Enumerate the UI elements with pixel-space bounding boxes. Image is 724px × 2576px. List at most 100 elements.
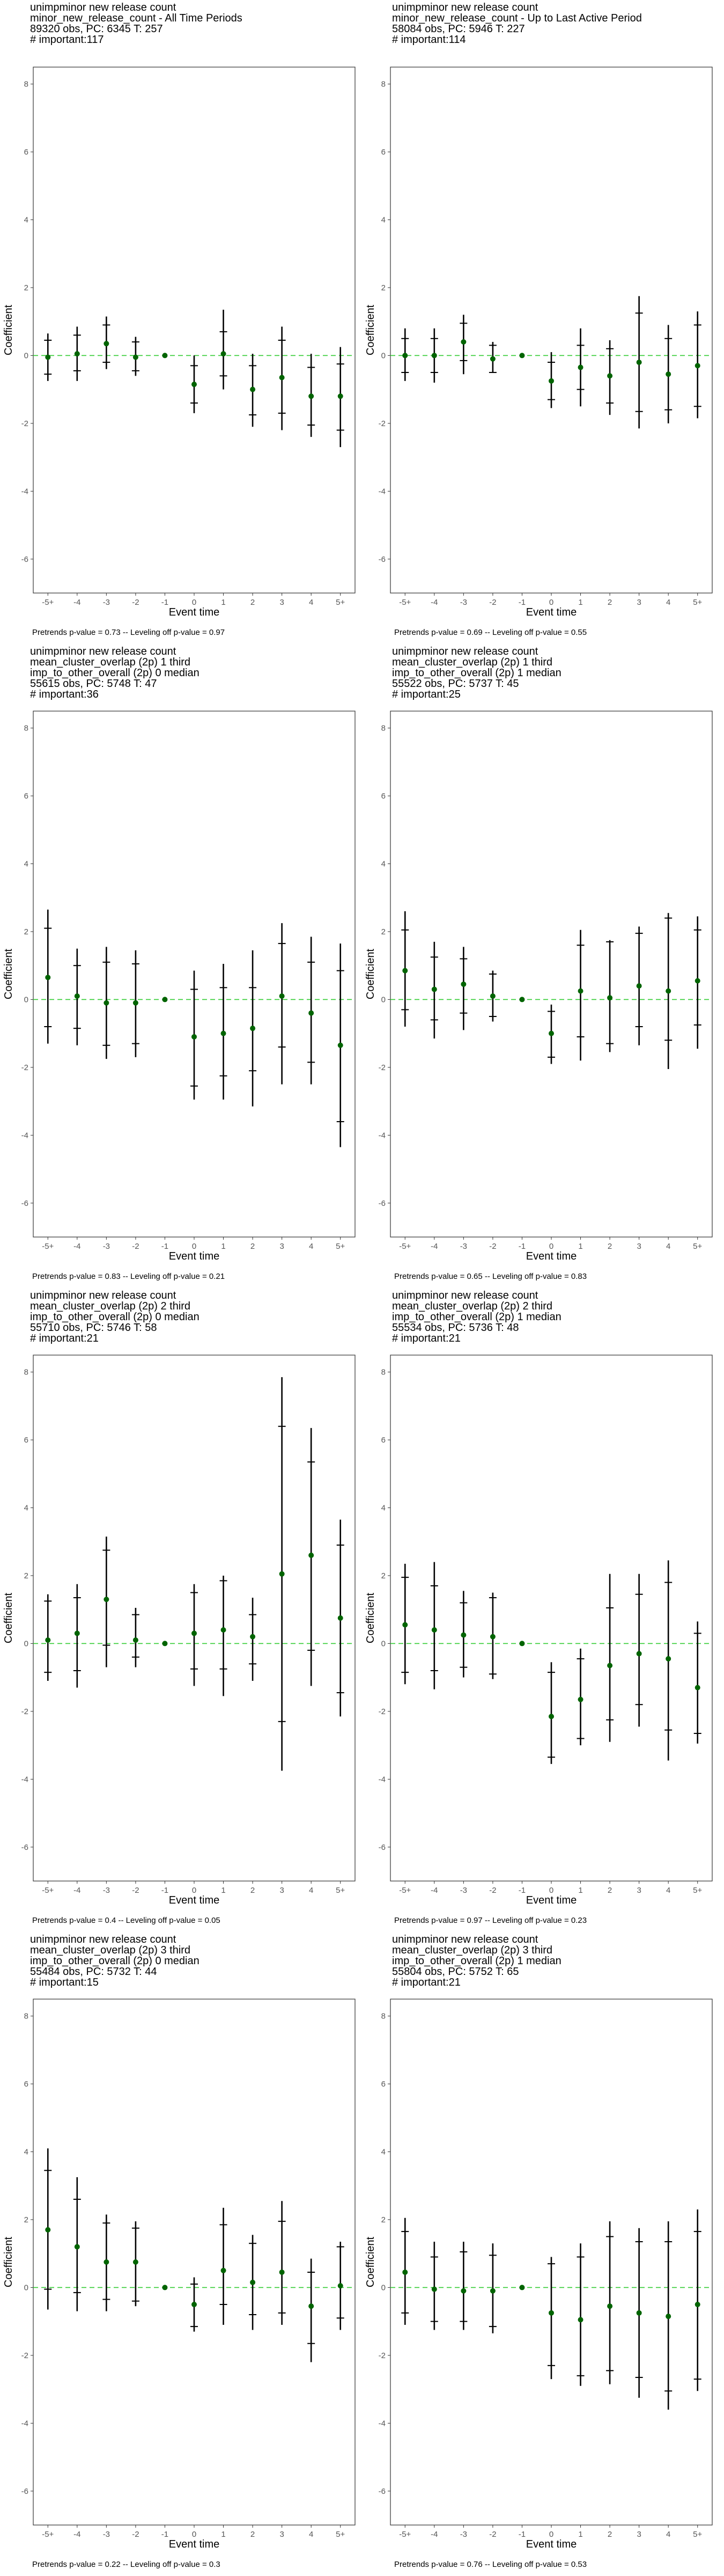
data-point (250, 1634, 256, 1640)
plot-frame (390, 711, 713, 1238)
data-point (104, 1597, 109, 1602)
x-tick-label: 3 (279, 1886, 284, 1895)
x-tick-label: -1 (519, 1242, 526, 1251)
chart-title-line-2: minor_new_release_count - All Time Perio… (30, 12, 242, 24)
chart-title-line-5: # important:21 (392, 1333, 461, 1344)
x-tick-label: -5+ (399, 2530, 411, 2539)
x-tick-label: -3 (460, 598, 467, 607)
y-tick-label: 0 (24, 1639, 28, 1648)
x-tick-label: 0 (192, 1242, 196, 1251)
x-tick-label: 3 (279, 2530, 284, 2539)
data-point (666, 1656, 671, 1662)
x-tick-label: 1 (578, 1886, 582, 1895)
data-point (337, 1042, 343, 1048)
y-tick-label: -4 (21, 1775, 28, 1784)
x-tick-label: -2 (489, 598, 496, 607)
y-axis-title: Coefficient (365, 304, 376, 355)
data-point (402, 968, 408, 974)
y-tick-label: -4 (21, 487, 28, 496)
x-tick-label: -1 (519, 598, 526, 607)
data-point (74, 1630, 80, 1636)
y-tick-label: -4 (21, 2419, 28, 2428)
x-tick-label: -5+ (399, 1242, 411, 1251)
y-tick-label: 6 (381, 2080, 386, 2089)
x-tick-label: 5+ (336, 2530, 345, 2539)
data-point (431, 986, 437, 992)
data-point (490, 993, 496, 999)
data-point (250, 1026, 256, 1031)
data-point (308, 393, 314, 399)
y-tick-label: 6 (24, 2080, 28, 2089)
data-point (461, 981, 467, 987)
y-tick-label: 2 (24, 927, 28, 936)
x-tick-label: -3 (460, 1242, 467, 1251)
data-point (636, 360, 642, 365)
x-axis-title: Event time (169, 606, 219, 618)
data-point (519, 2285, 525, 2290)
data-point (220, 1627, 226, 1633)
y-tick-label: -2 (379, 1707, 386, 1716)
y-tick-label: 0 (381, 351, 386, 360)
data-point (490, 356, 496, 362)
y-tick-label: -6 (379, 1843, 386, 1852)
x-tick-label: 4 (309, 1886, 313, 1895)
chart-title-line-3: 58084 obs, PC: 5946 T: 227 (392, 23, 525, 35)
chart-panel-2: unimpminor new release countminor_new_re… (365, 2, 713, 637)
x-tick-label: 2 (250, 598, 255, 607)
chart-title-line-5: # important:36 (30, 689, 99, 700)
chart-title-line-2: mean_cluster_overlap (2p) 2 third (30, 1300, 190, 1312)
y-axis-title: Coefficient (365, 2236, 376, 2287)
y-tick-label: 6 (24, 792, 28, 801)
data-point (607, 373, 613, 379)
data-point (191, 382, 197, 387)
y-tick-label: 4 (24, 216, 28, 225)
x-tick-label: -1 (161, 1242, 168, 1251)
x-tick-label: 2 (608, 2530, 612, 2539)
y-tick-label: 6 (24, 148, 28, 157)
x-tick-label: -2 (489, 1242, 496, 1251)
x-tick-label: 3 (279, 598, 284, 607)
x-tick-label: 0 (192, 2530, 196, 2539)
x-axis-title: Event time (526, 1250, 577, 1262)
y-axis-title: Coefficient (3, 948, 14, 999)
data-point (636, 1651, 642, 1657)
chart-title-line-4: 55615 obs, PC: 5748 T: 47 (30, 678, 157, 690)
y-tick-label: 8 (381, 80, 386, 89)
chart-title-line-1: unimpminor new release count (392, 646, 538, 657)
x-tick-label: -1 (519, 1886, 526, 1895)
y-tick-label: 2 (381, 2215, 386, 2224)
y-tick-label: 0 (24, 995, 28, 1004)
x-tick-label: 1 (221, 2530, 225, 2539)
y-tick-label: 2 (381, 927, 386, 936)
chart-title-line-1: unimpminor new release count (30, 1290, 176, 1301)
data-point (607, 1663, 613, 1668)
data-point (402, 2269, 408, 2275)
chart-title-line-5: # important:15 (30, 1977, 99, 1988)
x-tick-label: 4 (666, 1886, 670, 1895)
data-point (578, 988, 583, 994)
y-tick-label: -6 (379, 1199, 386, 1208)
y-tick-label: -6 (21, 555, 28, 564)
chart-title-line-1: unimpminor new release count (392, 1290, 538, 1301)
data-point (220, 351, 226, 357)
data-point (461, 1632, 467, 1638)
data-point (578, 2317, 583, 2323)
x-axis-title: Event time (526, 2538, 577, 2550)
chart-title-line-1: unimpminor new release count (392, 2, 538, 13)
x-tick-label: 1 (578, 2530, 582, 2539)
data-point (279, 2269, 285, 2275)
x-tick-label: -3 (103, 598, 110, 607)
y-tick-label: 8 (24, 80, 28, 89)
chart-footer: Pretrends p-value = 0.73 -- Leveling off… (32, 628, 225, 637)
data-point (104, 2259, 109, 2265)
data-point (549, 2310, 554, 2316)
chart-title-line-5: # important:21 (30, 1333, 99, 1344)
y-tick-label: 8 (381, 1368, 386, 1377)
data-point (162, 997, 168, 1002)
y-tick-label: 4 (381, 216, 386, 225)
chart-panel-7: unimpminor new release countmean_cluster… (3, 1934, 356, 2569)
x-tick-label: -5+ (42, 2530, 54, 2539)
data-point (431, 1627, 437, 1633)
data-point (308, 1010, 314, 1016)
